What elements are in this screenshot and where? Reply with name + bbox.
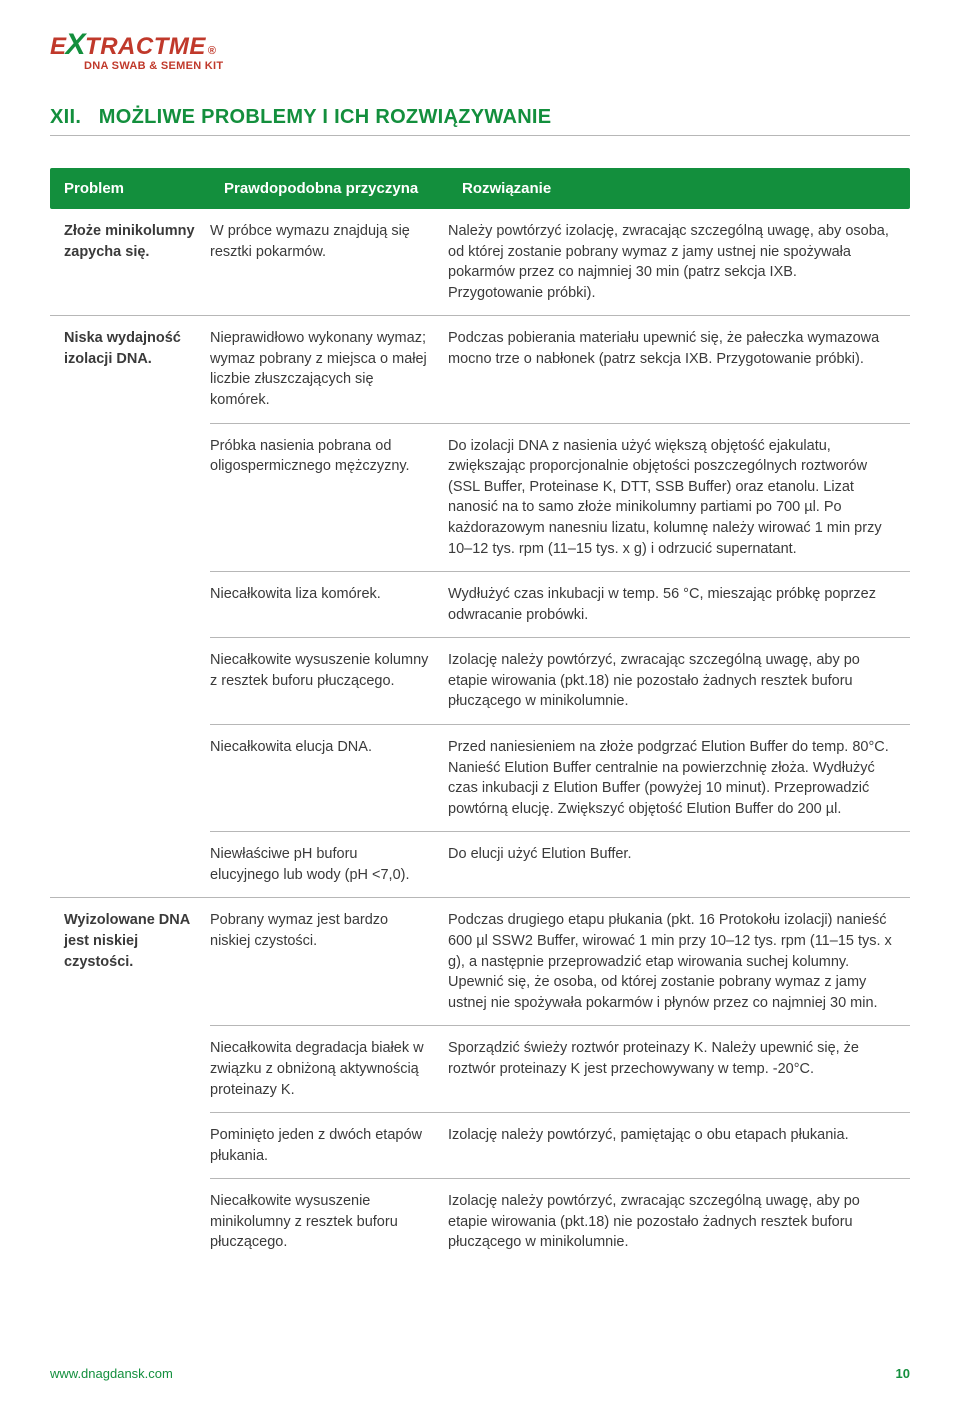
brand-logo: E X TRACTME ® DNA SWAB & SEMEN KIT bbox=[50, 28, 910, 72]
solution-cell: Przed naniesieniem na złoże podgrzać Elu… bbox=[448, 737, 896, 819]
table-row: Niewłaściwe pH buforu elucyjnego lub wod… bbox=[210, 831, 910, 897]
cause-cell: W próbce wymazu znajdują się resztki pok… bbox=[210, 221, 448, 303]
table-row: Niecałkowite wysuszenie kolumny z reszte… bbox=[210, 637, 910, 724]
table-group: Wyizolowane DNA jest niskiej czystości.P… bbox=[50, 898, 910, 1265]
solution-cell: Wydłużyć czas inkubacji w temp. 56 °C, m… bbox=[448, 584, 896, 625]
logo-accent: X bbox=[66, 28, 87, 62]
table-row: Próbka nasienia pobrana od oligospermicz… bbox=[210, 423, 910, 571]
logo-registered: ® bbox=[208, 45, 217, 57]
table-row: Niecałkowite wysuszenie minikolumny z re… bbox=[210, 1178, 910, 1265]
header-cause: Prawdopodobna przyczyna bbox=[224, 180, 462, 197]
cause-cell: Nieprawidłowo wykonany wymaz; wymaz pobr… bbox=[210, 328, 448, 410]
troubleshooting-table: Problem Prawdopodobna przyczyna Rozwiąza… bbox=[50, 168, 910, 1265]
section-rule bbox=[50, 135, 910, 136]
cause-solution-column: W próbce wymazu znajdują się resztki pok… bbox=[210, 209, 910, 315]
table-header-row: Problem Prawdopodobna przyczyna Rozwiąza… bbox=[50, 168, 910, 209]
section-title-text: MOŻLIWE PROBLEMY I ICH ROZWIĄZYWANIE bbox=[99, 106, 552, 128]
cause-cell: Niecałkowita degradacja białek w związku… bbox=[210, 1038, 448, 1100]
page-footer: www.dnagdansk.com 10 bbox=[50, 1366, 910, 1381]
solution-cell: Izolację należy powtórzyć, zwracając szc… bbox=[448, 650, 896, 712]
solution-cell: Podczas pobierania materiału upewnić się… bbox=[448, 328, 896, 410]
solution-cell: Sporządzić świeży roztwór proteinazy K. … bbox=[448, 1038, 896, 1100]
cause-solution-column: Nieprawidłowo wykonany wymaz; wymaz pobr… bbox=[210, 316, 910, 897]
cause-cell: Niecałkowita elucja DNA. bbox=[210, 737, 448, 819]
cause-cell: Niecałkowite wysuszenie kolumny z reszte… bbox=[210, 650, 448, 712]
problem-cell: Złoże minikolumny zapycha się. bbox=[50, 209, 210, 315]
section-number: XII. bbox=[50, 106, 81, 128]
solution-cell: Do elucji użyć Elution Buffer. bbox=[448, 844, 896, 885]
solution-cell: Do izolacji DNA z nasienia użyć większą … bbox=[448, 436, 896, 559]
table-group: Złoże minikolumny zapycha się.W próbce w… bbox=[50, 209, 910, 316]
footer-page: 10 bbox=[896, 1366, 910, 1381]
cause-cell: Pobrany wymaz jest bardzo niskiej czysto… bbox=[210, 910, 448, 1013]
cause-cell: Niecałkowita liza komórek. bbox=[210, 584, 448, 625]
header-problem: Problem bbox=[64, 180, 224, 197]
footer-url: www.dnagdansk.com bbox=[50, 1366, 173, 1381]
logo-suffix: TRACTME bbox=[85, 33, 206, 61]
cause-cell: Niewłaściwe pH buforu elucyjnego lub wod… bbox=[210, 844, 448, 885]
table-body: Złoże minikolumny zapycha się.W próbce w… bbox=[50, 209, 910, 1265]
problem-cell: Wyizolowane DNA jest niskiej czystości. bbox=[50, 898, 210, 1265]
logo-prefix: E bbox=[50, 33, 67, 61]
section-heading: XII. MOŻLIWE PROBLEMY I ICH ROZWIĄZYWANI… bbox=[50, 106, 910, 129]
table-row: Pominięto jeden z dwóch etapów płukania.… bbox=[210, 1112, 910, 1178]
solution-cell: Należy powtórzyć izolację, zwracając szc… bbox=[448, 221, 896, 303]
cause-cell: Pominięto jeden z dwóch etapów płukania. bbox=[210, 1125, 448, 1166]
table-group: Niska wydajność izolacji DNA.Nieprawidło… bbox=[50, 316, 910, 898]
table-row: W próbce wymazu znajdują się resztki pok… bbox=[210, 209, 910, 315]
table-row: Niecałkowita elucja DNA.Przed naniesieni… bbox=[210, 724, 910, 831]
table-row: Niecałkowita degradacja białek w związku… bbox=[210, 1025, 910, 1112]
header-solution: Rozwiązanie bbox=[462, 180, 896, 197]
cause-cell: Próbka nasienia pobrana od oligospermicz… bbox=[210, 436, 448, 559]
table-row: Niecałkowita liza komórek.Wydłużyć czas … bbox=[210, 571, 910, 637]
solution-cell: Izolację należy powtórzyć, pamiętając o … bbox=[448, 1125, 896, 1166]
table-row: Pobrany wymaz jest bardzo niskiej czysto… bbox=[210, 898, 910, 1025]
cause-solution-column: Pobrany wymaz jest bardzo niskiej czysto… bbox=[210, 898, 910, 1265]
solution-cell: Podczas drugiego etapu płukania (pkt. 16… bbox=[448, 910, 896, 1013]
solution-cell: Izolację należy powtórzyć, zwracając szc… bbox=[448, 1191, 896, 1253]
logo-subtitle: DNA SWAB & SEMEN KIT bbox=[84, 60, 910, 72]
table-row: Nieprawidłowo wykonany wymaz; wymaz pobr… bbox=[210, 316, 910, 422]
cause-cell: Niecałkowite wysuszenie minikolumny z re… bbox=[210, 1191, 448, 1253]
logo-main: E X TRACTME ® bbox=[50, 28, 910, 62]
problem-cell: Niska wydajność izolacji DNA. bbox=[50, 316, 210, 897]
